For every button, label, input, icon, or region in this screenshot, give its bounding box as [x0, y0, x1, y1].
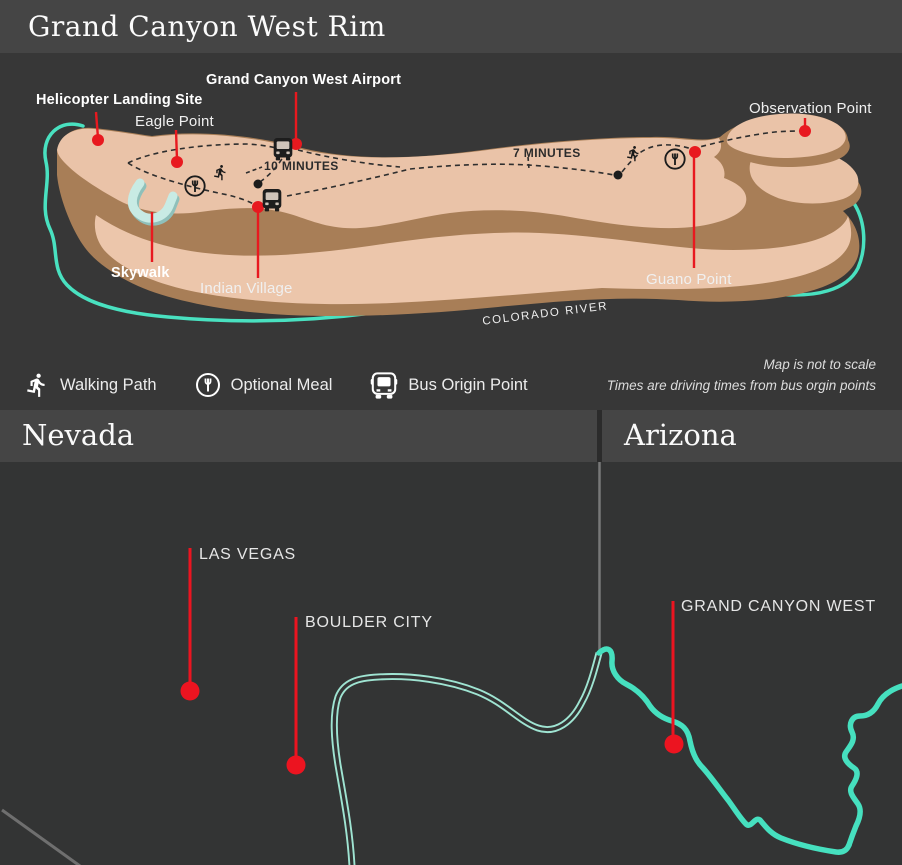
- legend-item-optional-meal: Optional Meal: [195, 372, 333, 398]
- nevada-header-bar: Nevada: [0, 410, 597, 462]
- bus-icon: [261, 188, 283, 212]
- legend-label: Walking Path: [60, 375, 157, 394]
- legend-label: Bus Origin Point: [408, 375, 528, 394]
- label-eagle-point: Eagle Point: [135, 113, 214, 130]
- map-notes: Map is not to scale Times are driving ti…: [607, 355, 876, 397]
- page-title: Grand Canyon West Rim: [28, 10, 386, 43]
- label-guano-point: Guano Point: [646, 271, 732, 288]
- meal-icon: [195, 372, 221, 398]
- walking-icon: [625, 145, 642, 162]
- label-grand-canyon-west: GRAND CANYON WEST: [681, 598, 876, 615]
- label-grand-canyon-west-airport: Grand Canyon West Airport: [206, 72, 402, 88]
- legend-label: Optional Meal: [230, 375, 333, 394]
- legend-item-walking-path: Walking Path: [24, 372, 157, 398]
- bus-icon: [370, 371, 398, 400]
- meal-icon: [183, 174, 207, 198]
- note-scale: Map is not to scale: [763, 357, 876, 372]
- state-label-nevada: Nevada: [22, 418, 135, 452]
- label-indian-village: Indian Village: [200, 280, 293, 297]
- arizona-header-bar: Arizona: [602, 410, 902, 462]
- label-observation-point: Observation Point: [749, 100, 872, 117]
- state-label-arizona: Arizona: [624, 418, 737, 452]
- label-helicopter-landing-site: Helicopter Landing Site: [36, 92, 203, 108]
- label-las-vegas: LAS VEGAS: [199, 546, 297, 563]
- legend-item-bus-origin-point: Bus Origin Point: [370, 371, 528, 400]
- state-header-divider: [597, 410, 602, 462]
- meal-icon: [663, 147, 687, 171]
- label-skywalk: Skywalk: [111, 265, 170, 281]
- label-boulder-city: BOULDER CITY: [305, 614, 433, 631]
- walking-icon: [212, 164, 229, 181]
- legend: Walking Path Optional Meal Bus Origin Po…: [24, 368, 528, 402]
- bus-icon: [272, 137, 294, 161]
- title-bar: Grand Canyon West Rim: [0, 0, 902, 53]
- label-time-10-minutes: 10 MINUTES: [264, 159, 339, 173]
- note-times: Times are driving times from bus orgin p…: [606, 377, 876, 393]
- region-map-background: [0, 462, 902, 865]
- walking-icon: [24, 372, 50, 398]
- label-time-7-minutes: 7 MINUTES: [513, 146, 581, 160]
